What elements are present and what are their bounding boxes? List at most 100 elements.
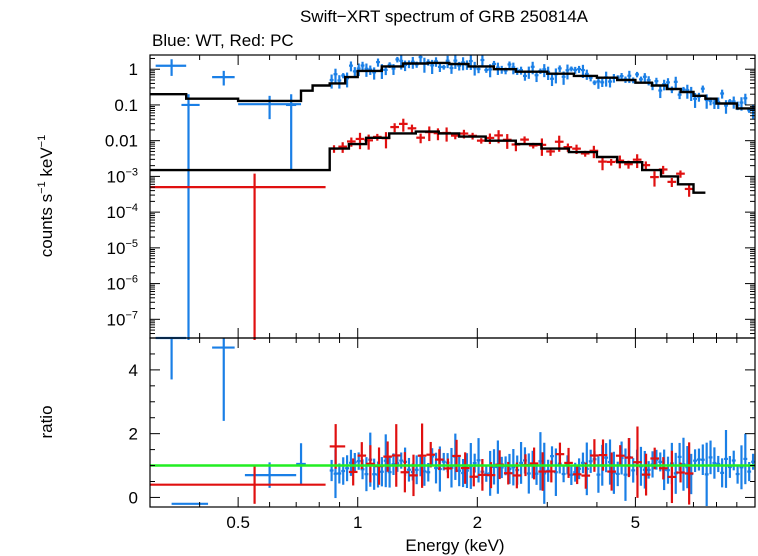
ratio-wt-band-point-4 bbox=[345, 455, 350, 482]
ratio-wt-band-point-42 bbox=[492, 449, 496, 485]
x-tick-label-1: 1 bbox=[353, 513, 362, 532]
x-tick-label-0: 0.5 bbox=[226, 513, 250, 532]
spectrum-pc-band-point-31 bbox=[598, 156, 607, 171]
sp-y-tick-exp-5: −5 bbox=[125, 238, 138, 250]
ratio-wt-band-point-101 bbox=[720, 458, 725, 488]
ratio-pc-band-point-5 bbox=[391, 424, 401, 487]
spectrum-wt-band-point-28 bbox=[437, 63, 442, 72]
ratio-pc-band-point-21 bbox=[529, 447, 539, 480]
ratio-wt-band-point-67 bbox=[588, 449, 593, 473]
spectrum-wt-band-point-57 bbox=[550, 73, 554, 87]
ratio-pc-band-point-32 bbox=[624, 438, 634, 478]
ratio-pc-band-point-31 bbox=[615, 445, 625, 467]
ratio-wt-band-point-109 bbox=[751, 453, 755, 470]
ratio-pc-band-point-15 bbox=[478, 458, 487, 491]
ratio-wt-band-point-104 bbox=[731, 450, 736, 471]
spectrum-wt-band-point-101 bbox=[720, 89, 725, 99]
spectrum-wt-band-point-37 bbox=[472, 61, 477, 76]
ratio-pc-band-point-34 bbox=[641, 453, 651, 496]
spectrum-wt-band-point-77 bbox=[627, 70, 632, 84]
sp-y-tick-label-3: 10−3 bbox=[107, 166, 138, 186]
spectrum-wt-band-point-2 bbox=[337, 75, 342, 89]
ratio-pc-band-point-33 bbox=[633, 426, 642, 498]
spectrum-wt-band-point-102 bbox=[724, 100, 728, 114]
ratio-wt-band-point-105 bbox=[735, 464, 740, 484]
spectrum-wt-band-point-0 bbox=[329, 74, 334, 89]
sp-y-tick-base-6: 10 bbox=[107, 275, 126, 294]
ratio-pc-band-point-26 bbox=[572, 464, 582, 485]
sp-y-tick-exp-6: −6 bbox=[125, 274, 138, 286]
sp-y-tick-label-5: 10−5 bbox=[107, 238, 138, 258]
ratio-pc-band-point-0 bbox=[348, 458, 358, 486]
spectrum-wt-band-point-79 bbox=[635, 71, 640, 78]
spectrum-wt-band-point-72 bbox=[608, 77, 612, 88]
ratio-wt-band-point-60 bbox=[561, 465, 566, 483]
spectrum-wt-band-point-39 bbox=[480, 55, 485, 68]
spectrum-pc-band-point-17 bbox=[476, 138, 486, 144]
ratio-pc-band-point-22 bbox=[538, 452, 548, 491]
ratio-wt-band-point-62 bbox=[569, 464, 574, 485]
spectrum-wt-band-point-97 bbox=[704, 94, 709, 109]
ratio-panel-frame bbox=[149, 337, 756, 508]
spectrum-wt-band-point-63 bbox=[573, 66, 578, 74]
ratio-pc-band-point-9 bbox=[426, 441, 436, 468]
spectrum-data-layer bbox=[150, 55, 755, 340]
sp-y-tick-label-4: 10−4 bbox=[107, 202, 138, 222]
spectrum-pc-band-point-3 bbox=[355, 132, 365, 150]
ratio-wt-band-point-15 bbox=[387, 456, 392, 488]
ratio-wt-point-0 bbox=[155, 336, 187, 380]
spectrum-wt-band-point-70 bbox=[600, 78, 605, 87]
ratio-wt-band-point-0 bbox=[329, 459, 334, 482]
ratio-wt-band-point-107 bbox=[743, 433, 748, 485]
r-y-tick-label-2: 4 bbox=[129, 361, 138, 380]
ratio-pc-band-point-13 bbox=[460, 452, 470, 484]
spectrum-pc-band-point-7 bbox=[390, 123, 399, 133]
ratio-wt-band-point-3 bbox=[341, 457, 346, 485]
ratio-wt-band-point-2 bbox=[337, 463, 342, 484]
sp-y-tick-label-6: 10−6 bbox=[107, 274, 138, 294]
spectrum-wt-band-point-107 bbox=[743, 93, 748, 105]
ratio-pc-band-point-14 bbox=[469, 467, 479, 487]
ratio-wt-band-point-9 bbox=[364, 457, 369, 492]
spectrum-wt-band-point-40 bbox=[484, 67, 489, 73]
spectrum-pc-band-point-8 bbox=[398, 118, 408, 132]
spectrum-pc-band-point-9 bbox=[407, 124, 417, 134]
ylabel-sup2: −1 bbox=[36, 135, 48, 148]
spectrum-wt-band-point-85 bbox=[658, 85, 663, 99]
spectrum-pc-band-point-32 bbox=[606, 158, 616, 166]
sp-y-tick-label-2: 0.01 bbox=[105, 132, 138, 151]
spectrum-y-axis-title: counts s−1 keV−1 bbox=[36, 135, 56, 257]
sp-y-tick-label-1: 0.1 bbox=[114, 96, 138, 115]
ratio-wt-band-point-22 bbox=[414, 455, 419, 485]
ratio-wt-band-point-106 bbox=[739, 445, 744, 490]
spectrum-wt-band-point-12 bbox=[376, 58, 380, 67]
ratio-pc-band-point-11 bbox=[443, 458, 453, 479]
spectrum-wt-band-point-3 bbox=[341, 73, 346, 79]
sp-y-tick-label-7: 10−7 bbox=[107, 309, 138, 329]
spectrum-pc-band-point-18 bbox=[485, 133, 495, 145]
chart-subtitle: Blue: WT, Red: PC bbox=[152, 31, 294, 50]
ratio-wt-band-point-13 bbox=[379, 457, 384, 487]
spectrum-wt-point-2 bbox=[212, 70, 235, 86]
ratio-pc-band-point-8 bbox=[417, 423, 427, 488]
ratio-pc-band-point-30 bbox=[607, 452, 616, 491]
ratio-wt-band-point-71 bbox=[604, 443, 609, 473]
ratio-wt-band-point-103 bbox=[727, 456, 732, 478]
spectrum-pc-band-point-22 bbox=[520, 136, 529, 144]
ratio-wt-band-point-33 bbox=[457, 455, 462, 487]
spectrum-pc-band-point-10 bbox=[416, 133, 425, 144]
spectrum-wt-band-point-68 bbox=[592, 80, 597, 86]
ratio-pc-band-point-19 bbox=[512, 462, 522, 489]
ratio-wt-band-point-94 bbox=[693, 449, 698, 473]
ratio-wt-band-point-96 bbox=[700, 444, 705, 475]
sp-y-tick-base-4: 10 bbox=[107, 203, 126, 222]
spectrum-wt-band-point-5 bbox=[349, 61, 353, 72]
ratio-pc-band-point-6 bbox=[400, 452, 410, 493]
chart-title: Swift−XRT spectrum of GRB 250814A bbox=[300, 7, 589, 26]
ratio-pc-band-point-25 bbox=[564, 447, 573, 478]
ratio-wt-band-point-91 bbox=[681, 437, 686, 491]
x-tick-label-3: 5 bbox=[631, 513, 640, 532]
sp-y-tick-exp-3: −3 bbox=[125, 166, 138, 178]
ylabel-sup1: −1 bbox=[36, 181, 48, 194]
